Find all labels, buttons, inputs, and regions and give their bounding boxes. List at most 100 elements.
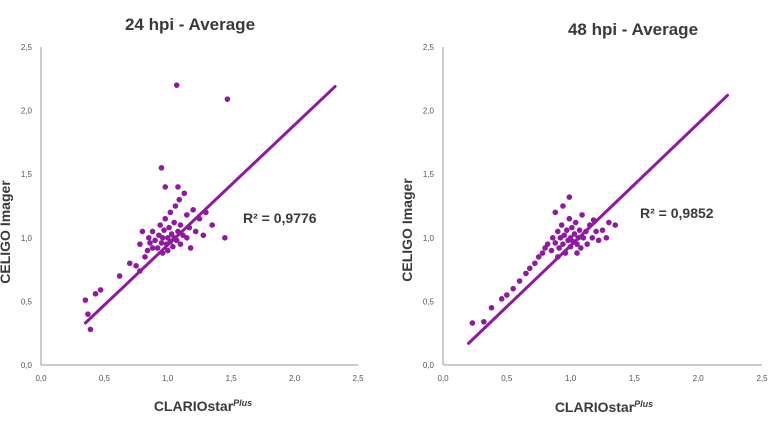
y-tick-label: 1,5 [423,170,435,179]
data-point [187,245,194,251]
data-point [599,227,606,233]
trendline [83,84,337,325]
data-point [159,235,166,241]
data-point [595,237,602,244]
x-tick-label: 0,0 [437,374,449,383]
data-point [535,254,542,260]
y-tick-label: 0,5 [423,297,435,306]
x-axis-title-sup: Plus [634,399,653,409]
data-point [139,228,146,235]
x-tick-label: 2,5 [756,374,768,383]
x-tick-label: 1,0 [162,374,174,383]
chart-title: 48 hpi - Average [568,20,698,39]
data-point [162,184,169,190]
chart-title: 24 hpi - Average [125,15,255,34]
data-point [523,270,529,277]
data-point [589,235,596,241]
data-point [584,241,590,247]
data-point [166,224,172,231]
data-point [566,194,573,200]
y-axis-title: CELIGO Imager [0,180,13,284]
data-point [177,222,184,228]
data-point [488,304,495,311]
data-point [157,222,163,228]
data-point [170,243,176,250]
data-point [552,240,559,246]
data-point [561,232,568,239]
data-point [181,190,188,197]
data-point [532,260,538,267]
data-point [544,241,551,247]
data-point [560,241,566,247]
data-point [526,265,533,272]
x-axis-title: CLARIOstarPlus [555,399,653,415]
data-point [184,212,190,218]
data-point [116,273,123,279]
x-tick-label: 1,5 [226,374,238,383]
x-tick-label: 0,5 [99,374,111,383]
data-point [192,228,199,235]
data-point [516,278,523,284]
data-point [97,287,104,293]
data-point [133,262,139,269]
data-point [504,292,510,298]
y-tick-label: 2,5 [21,43,33,52]
data-point [126,260,133,267]
data-point [569,224,575,231]
data-point [552,209,559,216]
x-tick-label: 2,0 [693,374,705,383]
data-point [558,222,565,228]
y-tick-label: 0,0 [21,361,33,370]
data-point [556,245,562,251]
data-point [578,245,584,251]
data-point [158,240,165,246]
data-point [184,235,190,241]
data-point [548,247,555,254]
y-tick-label: 2,0 [423,107,435,116]
x-tick-label: 0,5 [501,374,513,383]
data-point [571,231,578,237]
x-tick-label: 1,0 [565,374,577,383]
x-tick-label: 0,0 [35,374,47,383]
data-point [171,219,177,226]
data-point [173,82,180,88]
data-point [177,241,184,247]
data-point [149,245,156,251]
data-point [560,203,566,209]
data-point [563,227,570,233]
data-point [481,318,487,325]
data-point [574,250,580,256]
x-tick-label: 2,5 [352,374,364,383]
data-point [175,184,181,190]
r-squared-label: R² = 0,9776 [243,210,317,226]
data-point [137,241,143,247]
y-tick-label: 0,0 [423,361,435,370]
data-point [147,240,153,246]
x-axis-title-sup: Plus [233,398,252,408]
data-point [87,326,94,333]
data-point [224,96,231,102]
data-point [209,222,215,228]
data-point [566,215,573,222]
data-point [200,232,207,239]
data-point [579,212,585,218]
data-point [167,209,174,216]
data-point [593,228,599,235]
data-point [152,237,158,244]
data-point [142,254,148,260]
data-point [154,245,161,251]
data-point [498,296,505,302]
y-tick-label: 1,5 [21,170,33,179]
chart-panel-24hpi: 24 hpi - Average CELIGO Imager CLARIOsta… [0,15,364,414]
data-point [145,235,152,241]
data-point [603,235,610,241]
chart-panel-48hpi: 48 hpi - Average CELIGO Imager CLARIOsta… [399,20,768,415]
data-point [158,165,165,171]
trendline [467,93,730,345]
data-point [176,196,183,203]
y-axis-title: CELIGO Imager [399,178,415,282]
x-axis-title-main: CLARIOstar [154,398,234,414]
data-point [606,219,612,226]
x-tick-label: 2,0 [289,374,301,383]
y-tick-label: 2,0 [21,107,33,116]
